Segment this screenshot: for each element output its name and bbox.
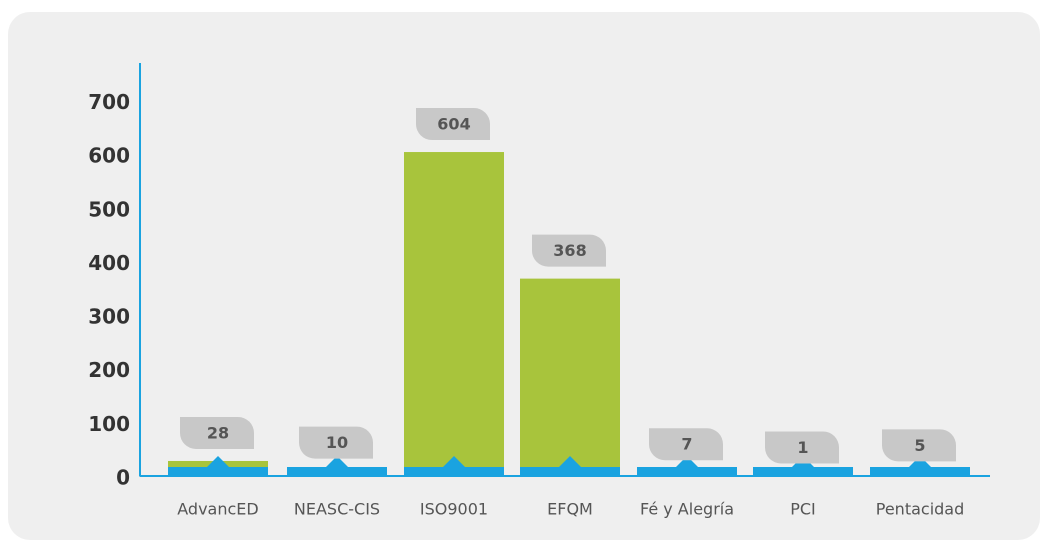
y-tick-label: 0 [116,466,130,490]
x-tick-label: ISO9001 [420,500,488,519]
y-tick-label: 200 [88,358,130,382]
x-tick-label: Pentacidad [876,500,965,519]
y-tick-label: 700 [88,90,130,114]
value-bubble [180,416,254,449]
y-tick-label: 100 [88,412,130,436]
bar [404,152,504,476]
value-label: 5 [914,436,925,455]
x-tick-label: AdvancED [177,500,258,519]
bar-base-notch [442,456,466,468]
value-label: 1 [797,438,808,457]
bar-base-notch [675,456,699,468]
value-label: 28 [207,423,229,442]
x-tick-label: NEASC-CIS [294,500,380,519]
bar-base-notch [206,456,230,468]
value-bubble [532,234,606,267]
value-bubble [765,431,839,464]
value-label: 368 [553,241,586,260]
bar-base [870,467,970,476]
value-bubble [416,108,490,141]
x-tick-label: PCI [790,500,816,519]
bar [520,278,620,476]
bar-base-notch [325,456,349,468]
bar-base [753,467,853,476]
bar-base [168,467,268,476]
bar-base [404,467,504,476]
y-tick-label: 300 [88,305,130,329]
x-tick-label: Fé y Alegría [640,500,734,519]
bar-base [287,467,387,476]
value-bubble [649,428,723,461]
value-bubble [299,426,373,459]
y-tick-label: 600 [88,144,130,168]
bar-base [637,467,737,476]
x-tick-label: EFQM [547,500,593,519]
value-label: 10 [326,433,348,452]
y-tick-label: 500 [88,197,130,221]
card [8,12,1040,540]
value-bubble [882,429,956,462]
bar-base-notch [908,456,932,468]
value-label: 7 [681,435,692,454]
y-tick-label: 400 [88,251,130,275]
value-label: 604 [437,115,470,134]
bar-base-notch [558,456,582,468]
bar-base [520,467,620,476]
